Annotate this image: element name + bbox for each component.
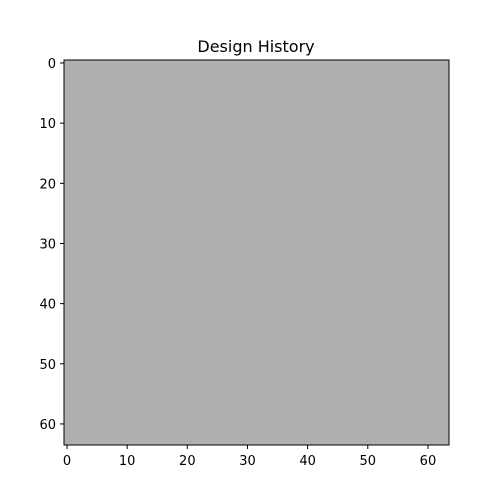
x-tick-label: 60 xyxy=(420,454,437,469)
y-axis: 0 10 20 30 40 50 60 xyxy=(39,57,64,433)
x-tick-label: 20 xyxy=(179,454,196,469)
y-tick-label: 0 xyxy=(48,57,56,72)
heatmap-image xyxy=(64,60,449,445)
x-tick-label: 30 xyxy=(239,454,256,469)
x-axis: 0 10 20 30 40 50 60 xyxy=(63,445,436,469)
y-tick-label: 60 xyxy=(39,418,56,433)
x-tick-label: 10 xyxy=(119,454,136,469)
y-tick-label: 10 xyxy=(39,117,56,132)
x-tick-label: 0 xyxy=(63,454,71,469)
x-tick-label: 40 xyxy=(299,454,316,469)
y-tick-label: 30 xyxy=(39,237,56,252)
plot-frame xyxy=(63,59,450,446)
y-tick-label: 50 xyxy=(39,358,56,373)
x-tick-label: 50 xyxy=(360,454,377,469)
chart-title: Design History xyxy=(197,37,314,56)
y-tick-label: 20 xyxy=(39,177,56,192)
y-tick-label: 40 xyxy=(39,298,56,313)
